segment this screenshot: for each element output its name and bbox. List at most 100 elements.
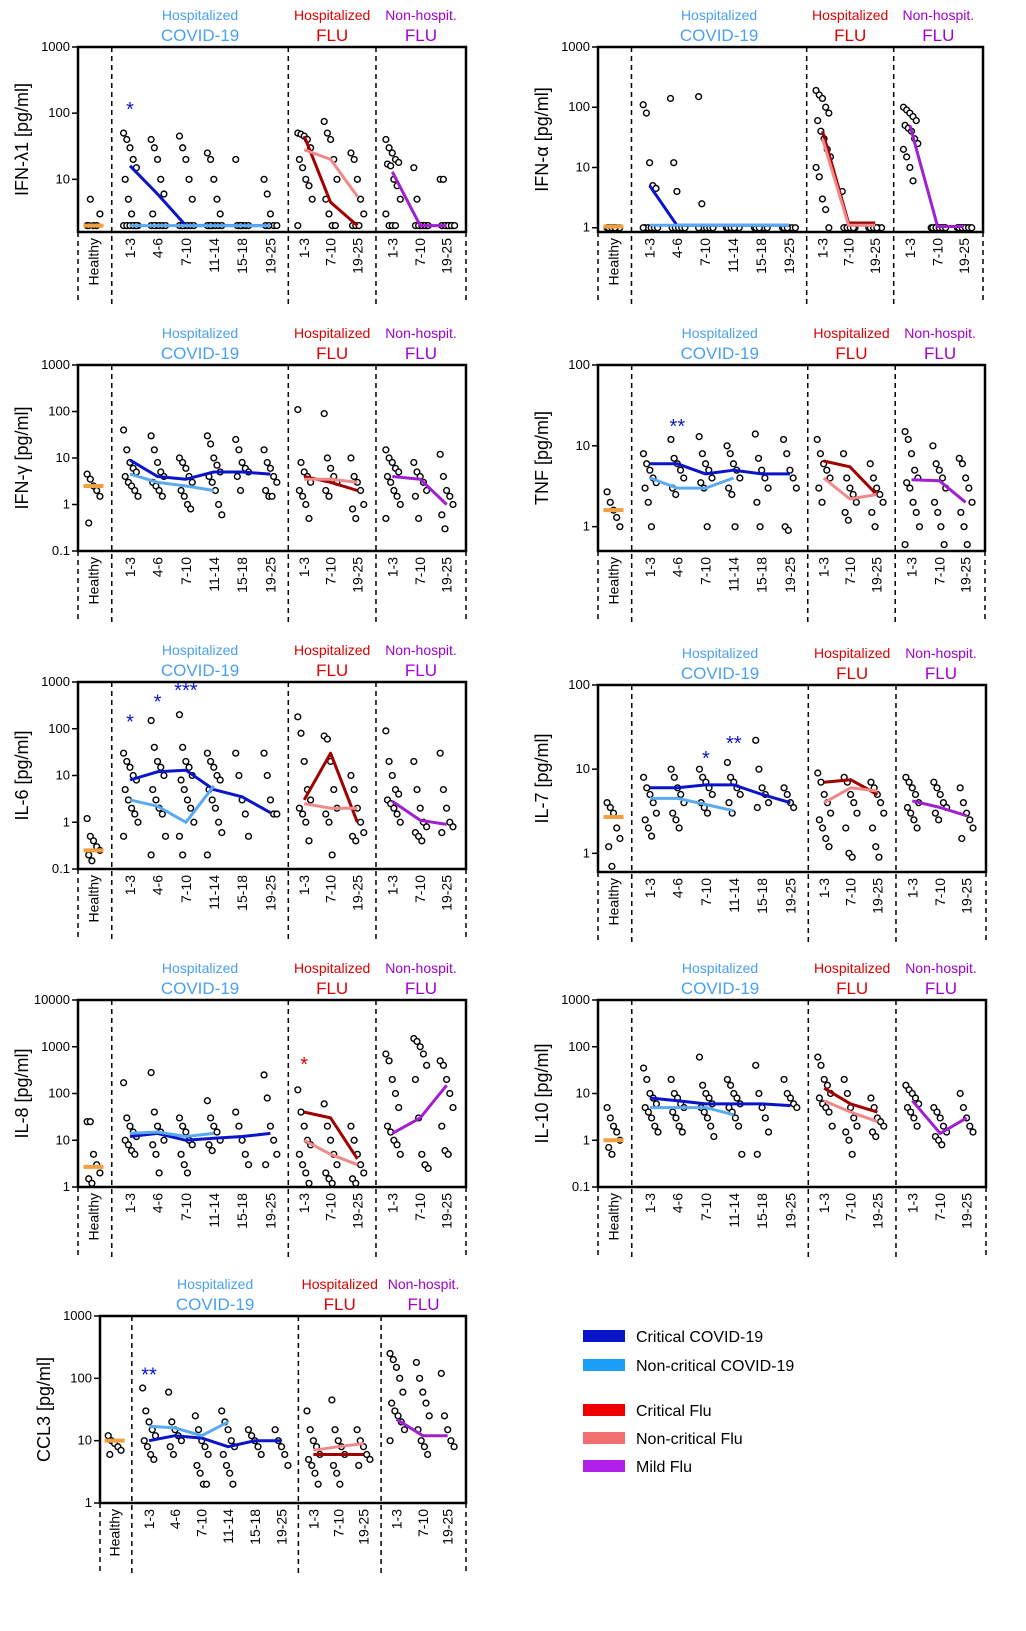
category-label: 19-25 (439, 875, 455, 911)
data-point (244, 1161, 253, 1169)
category-label: 1-3 (814, 238, 830, 258)
data-point (353, 175, 361, 183)
category-label: 11-14 (206, 875, 222, 910)
data-point (126, 144, 134, 152)
y-tick-label: 10 (56, 450, 70, 465)
category-label: 7-10 (698, 1193, 714, 1221)
group-header-nflu-line1: Non-hospit. (903, 7, 975, 23)
data-point (930, 778, 938, 786)
series-line-3 (823, 1099, 878, 1124)
data-point (224, 1426, 232, 1434)
data-point (908, 784, 916, 792)
data-point (440, 1412, 449, 1420)
data-point (670, 159, 678, 167)
series-line-1 (129, 1130, 214, 1138)
data-point (241, 1150, 249, 1158)
category-label: 15-18 (754, 557, 770, 593)
data-point (425, 1412, 433, 1420)
data-point (83, 470, 91, 478)
data-point (907, 809, 915, 817)
data-point (616, 834, 624, 843)
data-point (216, 776, 224, 784)
data-point (244, 832, 253, 840)
data-point (823, 1081, 832, 1089)
data-point (325, 492, 333, 500)
data-point (268, 492, 276, 500)
data-point (139, 1384, 147, 1392)
data-point (825, 224, 833, 232)
series-line-0 (648, 184, 789, 227)
data-point (307, 796, 315, 804)
data-point (182, 464, 190, 472)
data-point (385, 757, 393, 766)
group-header-covid-line2: COVID-19 (176, 1295, 254, 1314)
data-point (913, 1122, 921, 1130)
category-label: 19-25 (869, 557, 885, 593)
data-point (703, 1114, 712, 1122)
data-point (410, 458, 418, 467)
chart-panel-9: Hospitalized COVID-19 Hospitalized FLU Non-h… (34, 1276, 468, 1575)
data-point (827, 809, 835, 817)
data-point (350, 155, 358, 164)
group-header-hflu-line2: FLU (836, 664, 868, 683)
data-point (962, 474, 970, 482)
data-point (816, 450, 825, 458)
series-line-0 (129, 1131, 271, 1142)
data-point (235, 771, 243, 780)
data-point (906, 163, 914, 172)
data-point (786, 1094, 795, 1102)
data-point (853, 1122, 861, 1130)
data-point (843, 474, 851, 482)
data-point (905, 778, 913, 786)
data-point (299, 164, 307, 172)
series-line-4 (908, 125, 964, 228)
data-point (169, 1450, 178, 1459)
data-point (241, 810, 249, 818)
category-label: 4-6 (670, 878, 686, 898)
data-point (204, 1450, 212, 1459)
category-label: 7-10 (178, 875, 194, 903)
data-point (753, 498, 761, 506)
data-point (753, 803, 761, 812)
data-point (959, 1103, 968, 1112)
group-header-nflu-line1: Non-hospit. (385, 960, 457, 976)
data-point (383, 1122, 392, 1130)
data-point (400, 1426, 409, 1434)
data-point (703, 809, 712, 817)
data-point (284, 1461, 292, 1470)
plot-frame (76, 998, 468, 1189)
group-header-covid-line1: Hospitalized (162, 642, 238, 658)
data-point (423, 1061, 431, 1069)
category-label: 7-10 (323, 238, 339, 266)
data-point (825, 1108, 833, 1116)
data-point (382, 446, 390, 454)
data-point (260, 175, 268, 183)
data-point (85, 519, 93, 527)
category-label: 15-18 (754, 1193, 770, 1229)
category-label: 19-25 (959, 1193, 975, 1229)
data-point (207, 155, 215, 164)
data-point (844, 516, 852, 524)
legend-label: Critical Flu (636, 1403, 712, 1420)
y-tick-label: 100 (568, 99, 590, 114)
group-header-covid-line2: COVID-19 (161, 979, 239, 998)
series-line-2 (823, 459, 878, 496)
data-point (754, 454, 763, 462)
data-point (140, 1437, 148, 1445)
data-point (382, 514, 390, 523)
data-point (382, 210, 390, 218)
data-point (119, 832, 128, 840)
data-point (366, 1455, 374, 1464)
category-label: 1-3 (122, 557, 138, 577)
category-label: 7-10 (843, 878, 859, 906)
data-point (695, 1053, 704, 1061)
group-header-hflu-line2: FLU (836, 979, 868, 998)
data-point (639, 224, 647, 232)
data-point (613, 824, 621, 832)
category-label: 19-25 (959, 878, 975, 914)
data-point (281, 1450, 289, 1459)
data-point (866, 460, 874, 468)
y-tick-label: 0.1 (52, 861, 70, 876)
data-point (907, 450, 916, 458)
series-line-2 (823, 1086, 878, 1114)
